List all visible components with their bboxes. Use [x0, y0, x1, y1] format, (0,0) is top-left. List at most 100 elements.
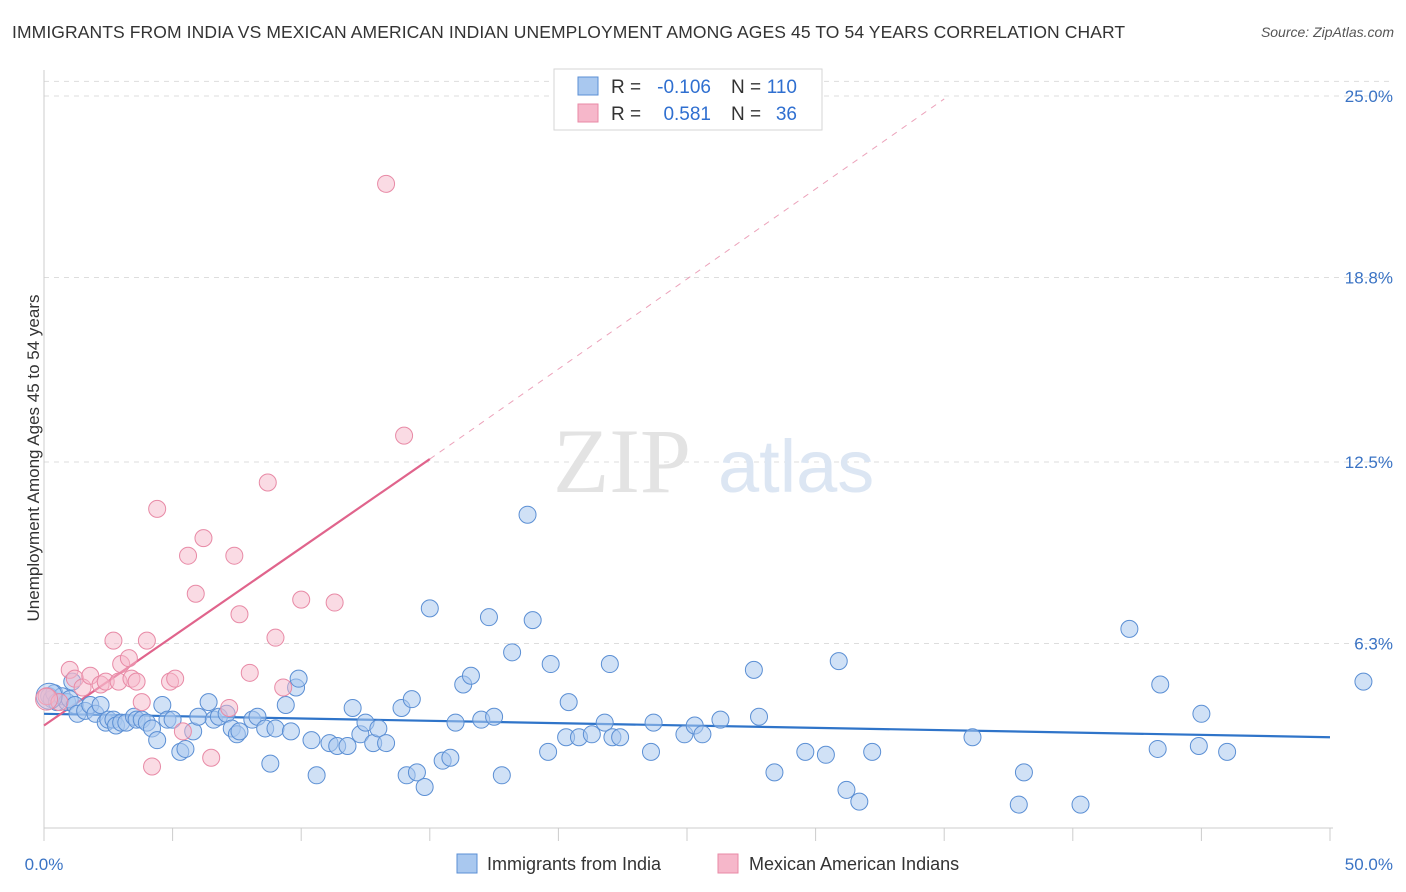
legend-n-label-2: N = — [731, 104, 761, 125]
data-point-india — [230, 722, 249, 741]
y-tick-labels: 6.3% 12.5% 18.8% 25.0% — [1345, 87, 1393, 654]
data-point-india — [539, 742, 558, 761]
data-point-india — [461, 666, 480, 685]
legend-n-label-1: N = — [731, 77, 761, 98]
data-point-india — [863, 742, 882, 761]
data-point-mexican-american-indians — [194, 529, 213, 548]
data-point-mexican-american-indians — [230, 605, 249, 624]
data-point-mexican-american-indians — [225, 546, 244, 565]
data-point-india — [420, 599, 439, 618]
x-tick-label-max: 50.0% — [1345, 855, 1393, 874]
data-point-india — [503, 643, 522, 662]
data-point-india — [369, 719, 388, 738]
y-axis-label: Unemployment Among Ages 45 to 54 years — [24, 295, 43, 622]
y-tick-label: 6.3% — [1354, 635, 1393, 654]
data-point-mexican-american-indians — [119, 649, 138, 668]
gridlines — [44, 80, 1392, 645]
legend-r-value-2: 0.581 — [663, 104, 711, 125]
legend-n-value-1: 110 — [767, 77, 797, 98]
data-point-india — [492, 766, 511, 785]
legend-label-mexican-american-indians: Mexican American Indians — [749, 854, 959, 874]
legend-r-label-2: R = — [611, 104, 641, 125]
watermark: ZIP atlas — [553, 410, 874, 512]
data-point-india — [343, 698, 362, 717]
data-point-india — [600, 655, 619, 674]
data-point-india — [711, 710, 730, 729]
data-point-india — [446, 713, 465, 732]
legend-n-value-2: 36 — [776, 104, 797, 125]
legend-r-label-1: R = — [611, 77, 641, 98]
source-credit: Source: ZipAtlas.com — [1260, 24, 1394, 40]
data-point-india — [266, 719, 285, 738]
data-point-india — [338, 737, 357, 756]
data-point-india — [302, 731, 321, 750]
data-point-mexican-american-indians — [179, 546, 198, 565]
data-point-mexican-american-indians — [186, 584, 205, 603]
data-point-india — [485, 707, 504, 726]
legend-box — [553, 68, 823, 131]
data-point-india — [1189, 737, 1208, 756]
data-point-india — [750, 707, 769, 726]
data-point-india — [307, 766, 326, 785]
data-point-india — [1009, 795, 1028, 814]
y-tick-label: 18.8% — [1345, 269, 1393, 288]
data-point-india — [261, 754, 280, 773]
data-point-india — [829, 652, 848, 671]
data-point-mexican-american-indians — [127, 672, 146, 691]
data-point-mexican-american-indians — [292, 590, 311, 609]
data-point-india — [559, 693, 578, 712]
data-point-india — [518, 505, 537, 524]
data-point-india — [289, 669, 308, 688]
trend-line-mexican-american-indians-extension — [429, 98, 945, 460]
data-point-india — [644, 713, 663, 732]
data-point-india — [377, 734, 396, 753]
data-point-india — [1014, 763, 1033, 782]
legend-r-value-1: -0.106 — [657, 77, 711, 98]
data-point-india — [148, 731, 167, 750]
data-point-india — [91, 696, 110, 715]
data-point-india — [402, 690, 421, 709]
series-legend: Immigrants from India Mexican American I… — [456, 853, 959, 874]
data-point-mexican-american-indians — [132, 693, 151, 712]
legend-swatch-blue — [577, 76, 599, 96]
data-point-india — [407, 763, 426, 782]
data-point-india — [1071, 795, 1090, 814]
data-point-india — [582, 725, 601, 744]
legend-label-india: Immigrants from India — [487, 854, 662, 874]
data-point-mexican-american-indians — [143, 757, 162, 776]
data-point-india — [281, 722, 300, 741]
data-point-mexican-american-indians — [325, 593, 344, 612]
watermark-atlas: atlas — [718, 425, 874, 508]
y-tick-label: 12.5% — [1345, 453, 1393, 472]
data-point-india — [611, 728, 630, 747]
data-point-india — [595, 713, 614, 732]
legend-swatch-india — [456, 853, 478, 874]
data-point-india — [1218, 742, 1237, 761]
data-point-india — [837, 780, 856, 799]
data-point-india — [541, 655, 560, 674]
data-point-mexican-american-indians — [148, 499, 167, 518]
data-point-mexican-american-indians — [240, 663, 259, 682]
series-mexican-american-indians-points — [35, 174, 414, 776]
legend-swatch-pink — [577, 103, 599, 123]
y-tick-label: 25.0% — [1345, 87, 1393, 106]
data-point-india — [523, 611, 542, 630]
data-point-mexican-american-indians — [137, 631, 156, 650]
data-point-mexican-american-indians — [166, 669, 185, 688]
data-point-india — [641, 742, 660, 761]
data-point-india — [693, 725, 712, 744]
data-point-india — [1120, 619, 1139, 638]
data-point-mexican-american-indians — [377, 174, 396, 193]
data-point-india — [816, 745, 835, 764]
data-point-india — [189, 707, 208, 726]
data-point-mexican-american-indians — [220, 698, 239, 717]
data-point-india — [850, 792, 869, 811]
legend-swatch-mexican-american-indians — [717, 853, 739, 874]
data-point-india — [163, 710, 182, 729]
data-point-mexican-american-indians — [104, 631, 123, 650]
data-point-mexican-american-indians — [173, 722, 192, 741]
data-point-india — [479, 608, 498, 627]
data-point-india — [415, 778, 434, 797]
data-point-india — [199, 693, 218, 712]
